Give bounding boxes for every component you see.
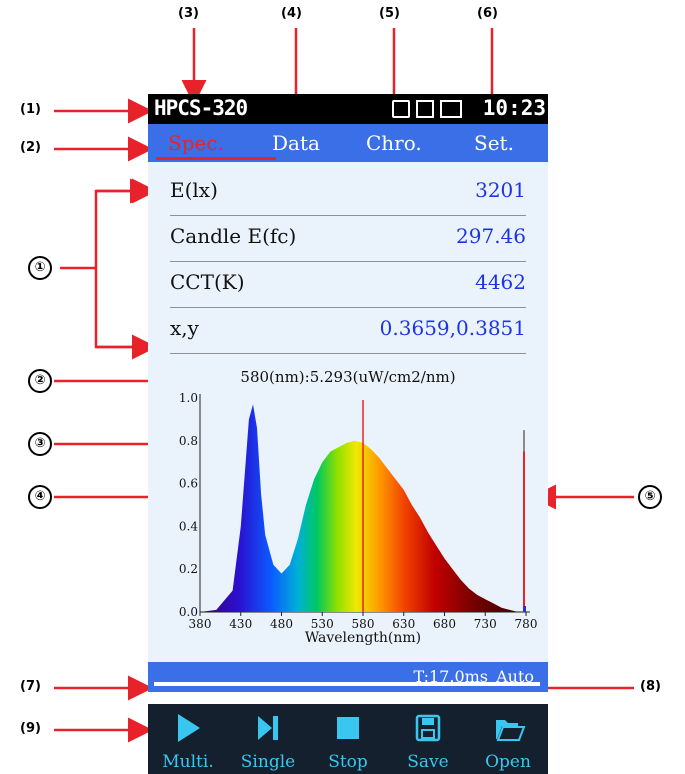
- multi-button[interactable]: Multi.: [148, 704, 228, 774]
- info-bar: T:17.0ms Auto: [148, 662, 548, 692]
- stop-label: Stop: [328, 752, 368, 772]
- save-label: Save: [407, 752, 449, 772]
- open-label: Open: [485, 752, 531, 772]
- device-screen: HPCS-320 10:23 Spec. Data Chro. Set. E(l…: [148, 94, 548, 774]
- bracket-1: [94, 189, 150, 349]
- cct-value: 4462: [475, 270, 526, 294]
- y-tick-label: 0.4: [179, 519, 198, 533]
- annotation-label-4: (4): [281, 6, 302, 21]
- cursor-readout: 580(nm):5.293(uW/cm2/nm): [240, 368, 456, 386]
- folder-open-icon: [496, 720, 526, 741]
- annotation-circle-2: ②: [28, 369, 52, 393]
- sd-card-icon: [416, 100, 434, 118]
- play-icon: [178, 714, 200, 742]
- x-tick-label: 530: [311, 617, 334, 631]
- spectrum-chart[interactable]: 380 430 480 530 580 630 680 730 780 0.0 0.2 0.4 0.6 0…: [148, 384, 548, 662]
- y-tick-label: 0.2: [179, 562, 198, 576]
- y-tick-label: 0.0: [179, 605, 198, 619]
- annotation-circle-1: ①: [28, 256, 52, 280]
- x-tick-label: 380: [189, 617, 212, 631]
- y-tick-label: 1.0: [179, 391, 198, 405]
- annotation-label-2: (2): [20, 140, 41, 155]
- annotation-label-7: (7): [20, 679, 41, 694]
- annotation-circle-3: ③: [28, 432, 52, 456]
- tab-spec[interactable]: Spec.: [168, 131, 224, 155]
- measurement-row: CCT(K) 4462: [170, 262, 526, 308]
- multi-label: Multi.: [162, 752, 214, 772]
- x-tick-label: 780: [515, 617, 538, 631]
- xy-value: 0.3659,0.3851: [379, 316, 526, 340]
- candle-value: 297.46: [456, 224, 526, 248]
- x-tick-label: 730: [474, 617, 497, 631]
- measurement-row: Candle E(fc) 297.46: [170, 216, 526, 262]
- cct-label: CCT(K): [170, 270, 245, 294]
- model-name: HPCS-320: [154, 96, 248, 120]
- save-button[interactable]: Save: [388, 704, 468, 774]
- x-tick-label: 680: [433, 617, 456, 631]
- measurement-row: x,y 0.3659,0.3851: [170, 308, 526, 354]
- annotation-label-1: (1): [20, 102, 41, 117]
- signal-level-bar: [523, 430, 526, 612]
- tab-set[interactable]: Set.: [474, 131, 514, 155]
- skip-next-icon: [258, 716, 278, 740]
- exposure-mode[interactable]: Auto: [496, 667, 534, 686]
- battery-icon: [440, 100, 462, 118]
- annotation-label-6: (6): [477, 6, 498, 21]
- bottom-toolbar: Multi. Single Stop Save Open: [148, 704, 548, 774]
- single-label: Single: [240, 752, 296, 772]
- annotation-label-8: (8): [640, 679, 661, 694]
- annotation-label-9: (9): [20, 721, 41, 736]
- x-tick-label: 480: [270, 617, 293, 631]
- chart-ticks: 380 430 480 530 580 630 680 730 780 0.0 0.2 0.4 0.6 0…: [179, 391, 538, 631]
- x-axis-label: Wavelength(nm): [305, 630, 421, 646]
- stop-button[interactable]: Stop: [308, 704, 388, 774]
- integration-time: T:17.0ms: [413, 667, 489, 686]
- candle-label: Candle E(fc): [170, 224, 297, 248]
- y-tick-label: 0.6: [179, 477, 198, 491]
- x-tick-label: 430: [229, 617, 252, 631]
- clock: 10:23: [482, 96, 546, 120]
- tab-chro[interactable]: Chro.: [366, 131, 422, 155]
- open-button[interactable]: Open: [468, 704, 548, 774]
- stop-icon: [337, 717, 359, 739]
- tab-data[interactable]: Data: [272, 131, 320, 155]
- annotation-circle-4: ④: [28, 485, 52, 509]
- annotation-label-3: (3): [178, 6, 199, 21]
- illuminance-label: E(lx): [170, 178, 218, 202]
- status-bar: HPCS-320 10:23: [148, 94, 548, 124]
- measurement-row: E(lx) 3201: [170, 170, 526, 216]
- tab-bar: Spec. Data Chro. Set.: [148, 124, 548, 162]
- usb-icon: [392, 100, 410, 118]
- annotation-circle-5: ⑤: [638, 485, 662, 509]
- progress-bar: [154, 682, 540, 686]
- single-button[interactable]: Single: [228, 704, 308, 774]
- save-icon: [415, 714, 441, 742]
- illuminance-value: 3201: [475, 178, 526, 202]
- level-bar-base: [523, 606, 526, 612]
- active-tab-indicator: [156, 157, 276, 160]
- annotation-label-5: (5): [379, 6, 400, 21]
- y-tick-label: 0.8: [179, 434, 198, 448]
- x-tick-label: 580: [352, 617, 375, 631]
- x-tick-label: 630: [392, 617, 415, 631]
- xy-label: x,y: [170, 316, 199, 340]
